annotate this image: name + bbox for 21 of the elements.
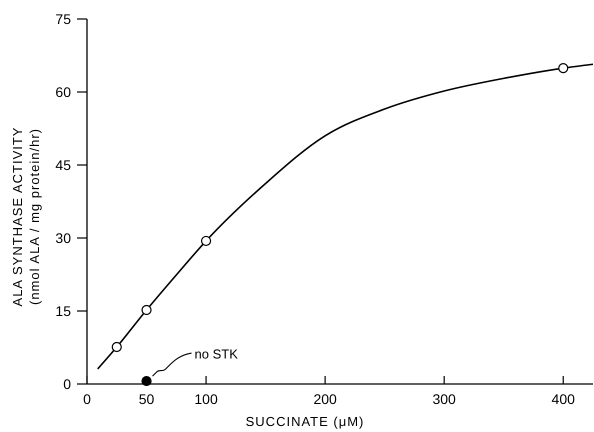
x-tick-label: 0	[83, 391, 92, 407]
x-axis-title: SUCCINATE (μM)	[246, 414, 364, 429]
y-tick-label: 60	[55, 84, 72, 100]
y-tick-label: 30	[55, 230, 72, 246]
x-tick-label: 400	[552, 391, 576, 407]
y-axis-title: ALA SYNTHASE ACTIVITY (nmol ALA / mg protein/hr)	[10, 126, 42, 306]
point	[200, 236, 212, 246]
x-tick-label: 200	[313, 391, 338, 407]
y-tick-label: 0	[63, 376, 72, 392]
y-tick-label: 15	[55, 302, 72, 319]
annotation: no STK	[194, 346, 238, 362]
x-tick-label: 50	[138, 391, 155, 407]
point	[558, 63, 568, 74]
point	[112, 342, 122, 352]
point	[141, 304, 152, 316]
x-tick-label: 300	[432, 391, 456, 407]
x-tick-label: 100	[194, 391, 218, 407]
y-tick-label: 45	[55, 156, 72, 173]
line-series	[96, 63, 594, 370]
y-tick-label: 75	[55, 10, 72, 27]
point	[141, 376, 152, 386]
